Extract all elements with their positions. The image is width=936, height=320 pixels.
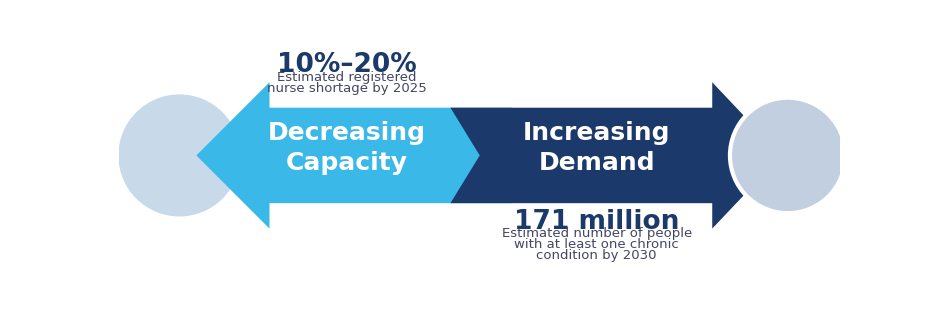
Text: with at least one chronic: with at least one chronic (515, 238, 680, 251)
Text: nurse shortage by 2025: nurse shortage by 2025 (267, 82, 427, 94)
Text: Increasing
Demand: Increasing Demand (523, 121, 670, 175)
Polygon shape (197, 82, 512, 228)
Text: condition by 2030: condition by 2030 (536, 249, 657, 262)
Polygon shape (450, 82, 782, 228)
Text: 10%–20%: 10%–20% (277, 52, 417, 78)
Text: Estimated number of people: Estimated number of people (502, 227, 692, 240)
Text: 171 million: 171 million (514, 209, 680, 235)
Circle shape (730, 98, 845, 213)
Circle shape (116, 92, 242, 219)
Text: Estimated registered: Estimated registered (277, 71, 417, 84)
Text: Decreasing
Capacity: Decreasing Capacity (268, 121, 426, 175)
